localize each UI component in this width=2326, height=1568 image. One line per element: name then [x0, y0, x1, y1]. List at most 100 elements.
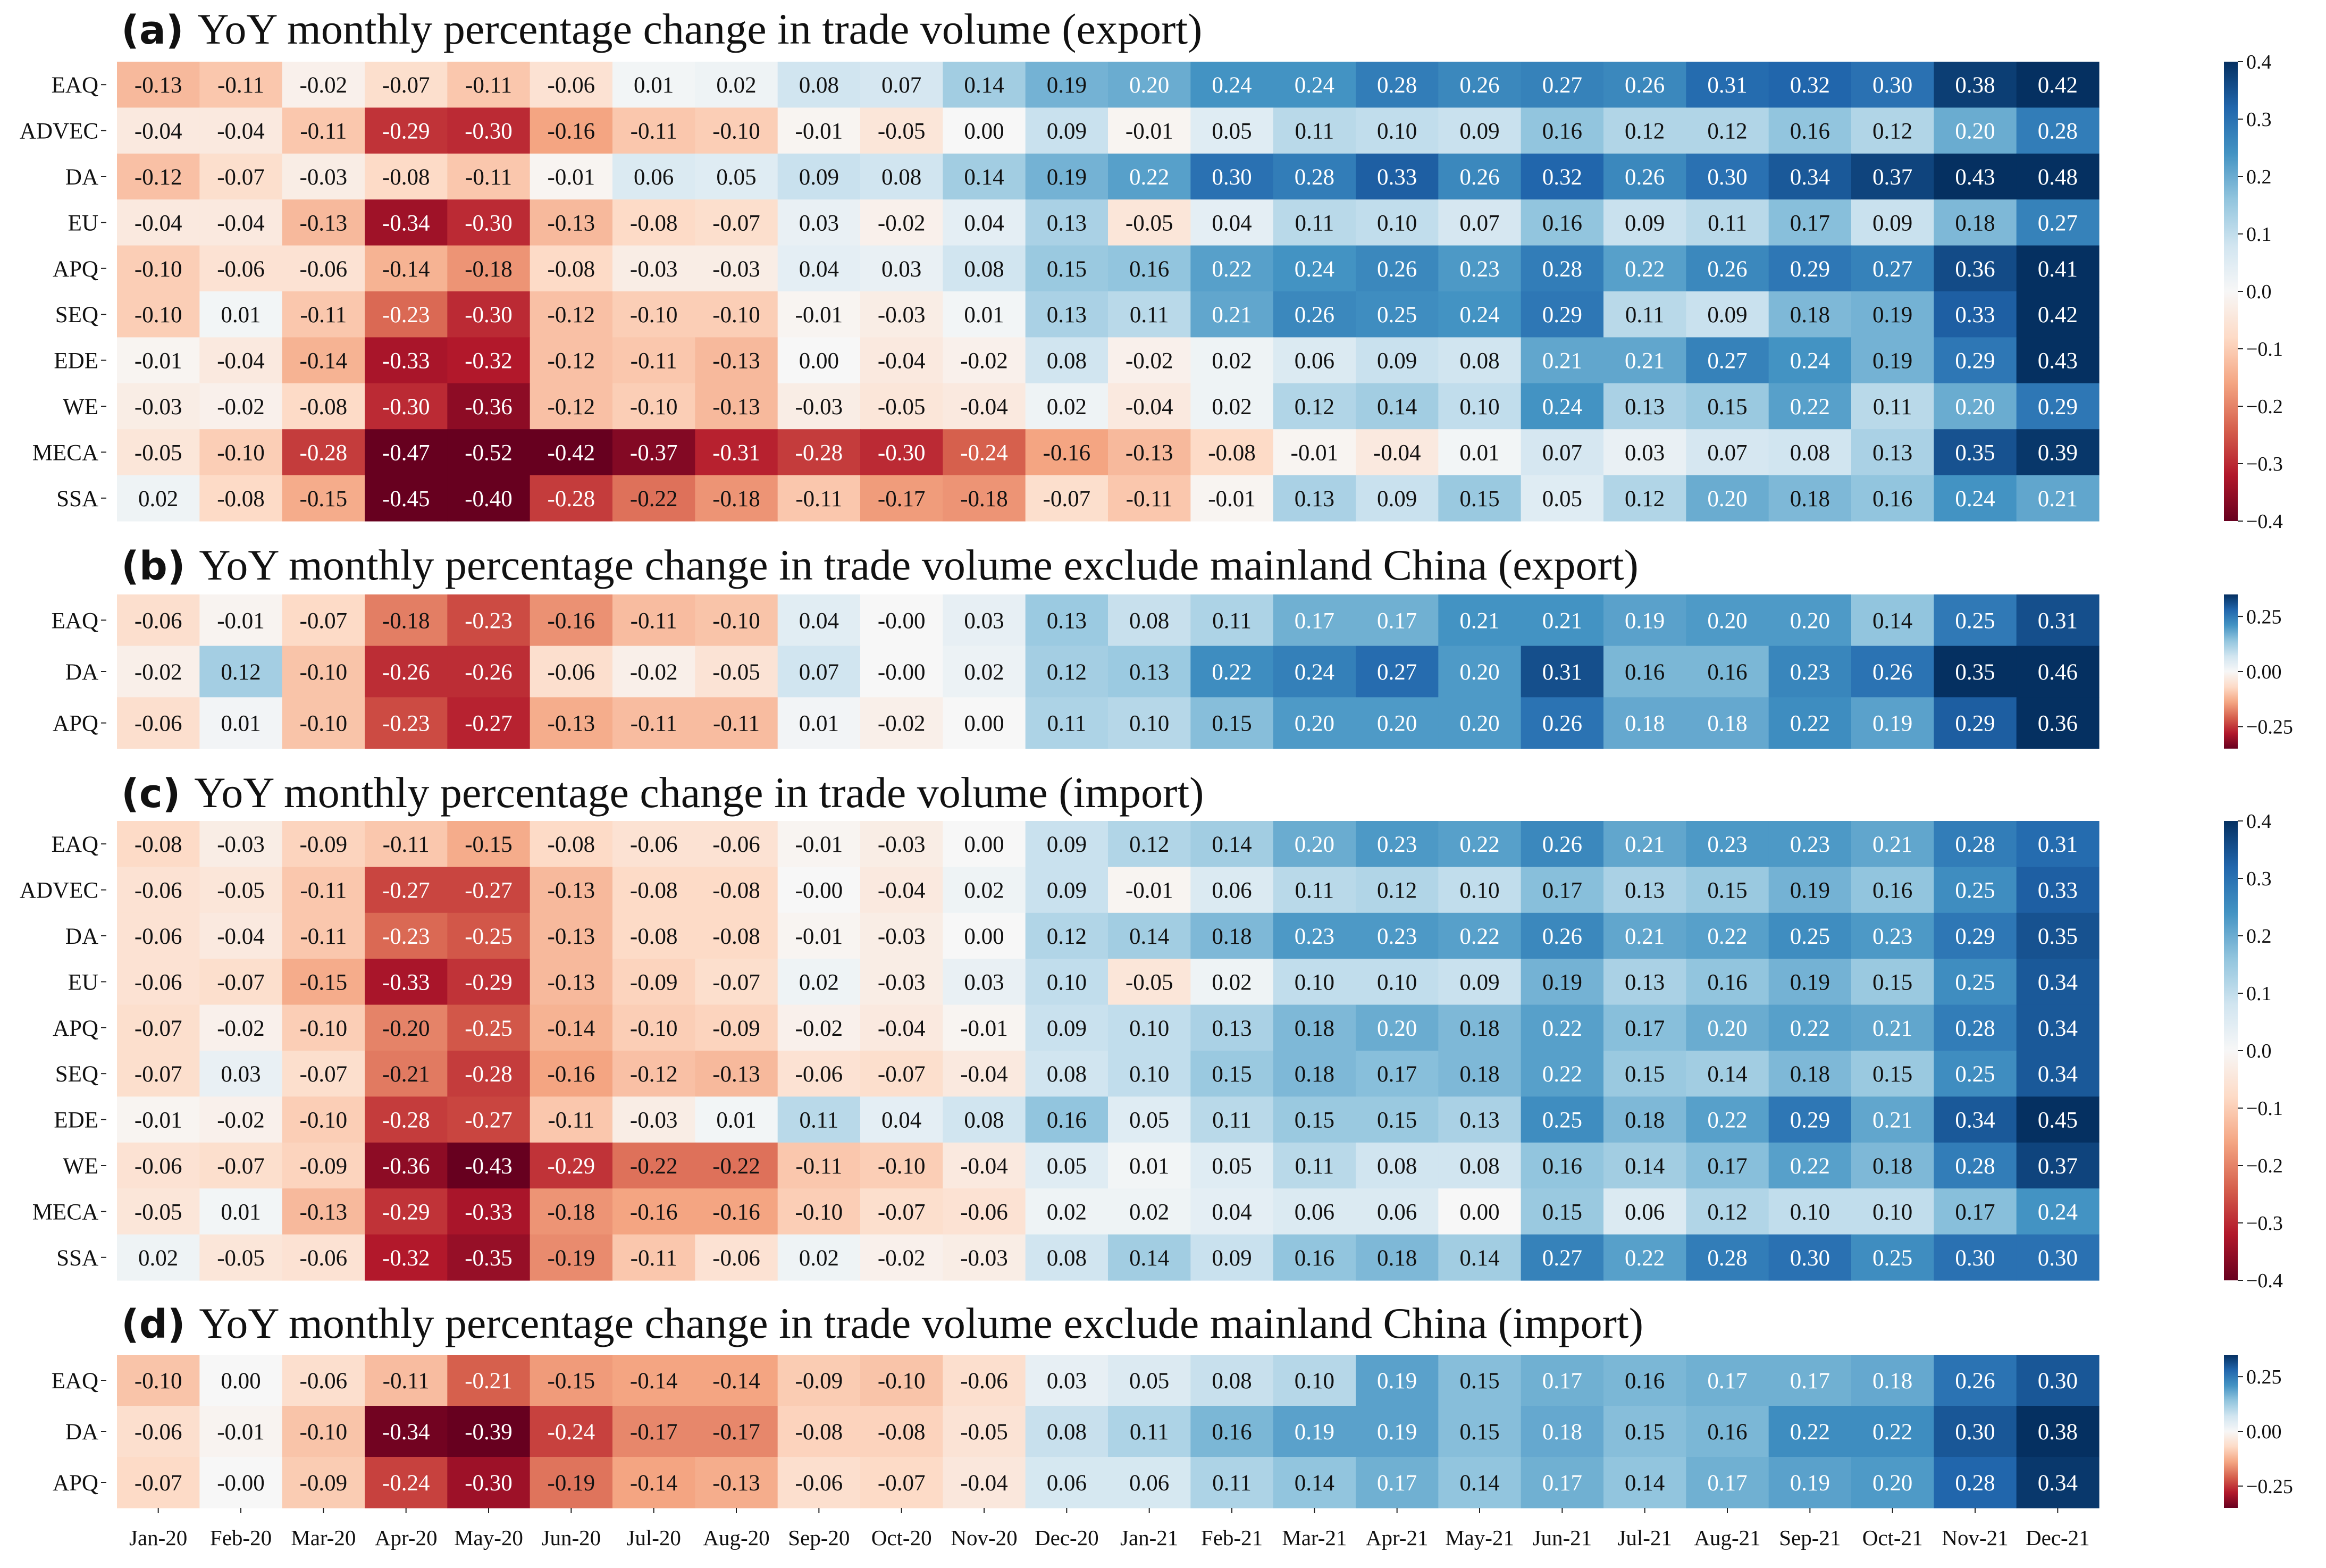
heatmap-cell	[1768, 383, 1852, 430]
heatmap-cell	[1438, 429, 1522, 476]
cell-value-label: 0.21	[1872, 832, 1912, 857]
cell-value-label: -0.05	[217, 878, 265, 903]
cell-value-label: 0.09	[1212, 1246, 1252, 1271]
heatmap-cell	[530, 594, 613, 647]
cell-value-label: -0.35	[465, 1246, 513, 1271]
heatmap-cell	[1686, 383, 1769, 430]
heatmap-cell	[695, 1051, 778, 1097]
heatmap-cell	[1190, 62, 1274, 108]
cell-value-label: 0.22	[1212, 257, 1252, 282]
heatmap-cell	[117, 1188, 200, 1235]
cell-value-label: -0.13	[712, 395, 760, 420]
cell-value-label: 0.18	[1872, 1369, 1912, 1394]
cell-value-label: 0.22	[1872, 1420, 1912, 1445]
cell-value-label: -0.01	[1126, 119, 1173, 144]
heatmap-cell	[365, 1188, 448, 1235]
cell-value-label: 0.18	[1790, 303, 1830, 328]
cell-value-label: 0.16	[1707, 660, 1747, 685]
cell-value-label: 0.07	[1459, 211, 1499, 236]
cell-value-label: -0.01	[217, 608, 265, 633]
x-tick-label: Mar-21	[1282, 1525, 1347, 1550]
heatmap-cell	[695, 959, 778, 1005]
cell-value-label: -0.14	[548, 1016, 595, 1041]
cell-value-label: 0.21	[1212, 303, 1252, 328]
heatmap-cell	[1768, 594, 1852, 647]
heatmap-cell	[860, 245, 943, 292]
cell-value-label: 0.25	[1542, 1108, 1582, 1133]
heatmap-cell	[530, 429, 613, 476]
cell-value-label: 0.01	[221, 303, 261, 328]
heatmap-cell	[447, 1457, 531, 1508]
cell-value-label: 0.21	[1625, 832, 1665, 857]
heatmap-cell	[1603, 475, 1686, 522]
heatmap-cell	[447, 245, 531, 292]
cell-value-label: -0.06	[795, 1471, 843, 1496]
cell-value-label: 0.17	[1377, 1471, 1417, 1496]
cell-value-label: -0.15	[300, 487, 348, 512]
colorbar-tick-label: 0.2	[2246, 166, 2272, 188]
heatmap-cell	[199, 594, 283, 647]
heatmap-cell	[1190, 337, 1274, 384]
heatmap-cell	[1521, 821, 1604, 867]
cell-value-label: -0.04	[217, 349, 265, 374]
heatmap-cell	[1438, 245, 1522, 292]
cell-value-label: 0.13	[1625, 395, 1665, 420]
heatmap-cell	[943, 337, 1026, 384]
heatmap-cell	[530, 1142, 613, 1189]
cell-value-label: 0.19	[1377, 1420, 1417, 1445]
cell-value-label: -0.01	[135, 1108, 182, 1133]
cell-value-label: 0.16	[1790, 119, 1830, 144]
cell-value-label: -0.00	[878, 660, 926, 685]
heatmap-cell	[1273, 199, 1356, 246]
cell-value-label: -0.09	[300, 832, 348, 857]
cell-value-label: 0.03	[799, 211, 839, 236]
heatmap-cell	[1934, 383, 2017, 430]
heatmap-cell	[2016, 697, 2100, 749]
cell-value-label: 0.09	[799, 165, 839, 190]
cell-value-label: 0.20	[1459, 660, 1499, 685]
cell-value-label: -0.10	[878, 1154, 926, 1179]
cell-value-label: 0.27	[2038, 211, 2078, 236]
panel-a: (a) YoY monthly percentage change in tra…	[20, 5, 2283, 533]
cell-value-label: 0.17	[1625, 1016, 1665, 1041]
row-label: SEQ	[55, 1062, 98, 1087]
cell-value-label: 0.14	[1459, 1246, 1499, 1271]
cell-value-label: 0.16	[1707, 1420, 1747, 1445]
cell-value-label: 0.06	[1295, 349, 1334, 374]
cell-value-label: 0.09	[1459, 119, 1499, 144]
heatmap-cell	[2016, 291, 2100, 338]
heatmap-cell	[1438, 912, 1522, 959]
cell-value-label: -0.07	[135, 1016, 182, 1041]
cell-value-label: 0.02	[1212, 970, 1252, 995]
heatmap-cell	[943, 1096, 1026, 1143]
heatmap-cell	[1934, 62, 2017, 108]
heatmap-cell	[117, 245, 200, 292]
cell-value-label: -0.26	[382, 660, 430, 685]
heatmap-cell	[1025, 429, 1109, 476]
heatmap-cell	[612, 153, 695, 200]
cell-value-label: 0.22	[1542, 1062, 1582, 1087]
cell-value-label: -0.16	[548, 1062, 595, 1087]
heatmap-cell	[1438, 697, 1522, 749]
cell-value-label: 0.11	[1295, 1154, 1334, 1179]
cell-value-label: 0.12	[221, 660, 261, 685]
cell-value-label: 0.24	[1955, 487, 1995, 512]
cell-value-label: -0.01	[795, 119, 843, 144]
cell-value-label: 0.26	[1542, 832, 1582, 857]
heatmap-cell	[860, 645, 943, 698]
heatmap-cell	[365, 107, 448, 154]
cell-value-label: 0.28	[2038, 119, 2078, 144]
heatmap-cell	[1934, 697, 2017, 749]
heatmap-cell	[1934, 475, 2017, 522]
cell-value-label: 0.23	[1295, 924, 1334, 949]
cell-value-label: 0.27	[1542, 73, 1582, 98]
heatmap-cell	[199, 107, 283, 154]
cell-value-label: -0.47	[382, 440, 430, 465]
x-tick-label: Oct-20	[871, 1525, 932, 1550]
heatmap-cell	[365, 1355, 448, 1406]
panel-title: (d) YoY monthly percentage change in tra…	[121, 1299, 1643, 1347]
row-label: WE	[63, 1154, 98, 1179]
cell-value-label: -0.52	[465, 440, 513, 465]
heatmap-cell	[1273, 1406, 1356, 1457]
heatmap-cell	[1190, 1004, 1274, 1051]
